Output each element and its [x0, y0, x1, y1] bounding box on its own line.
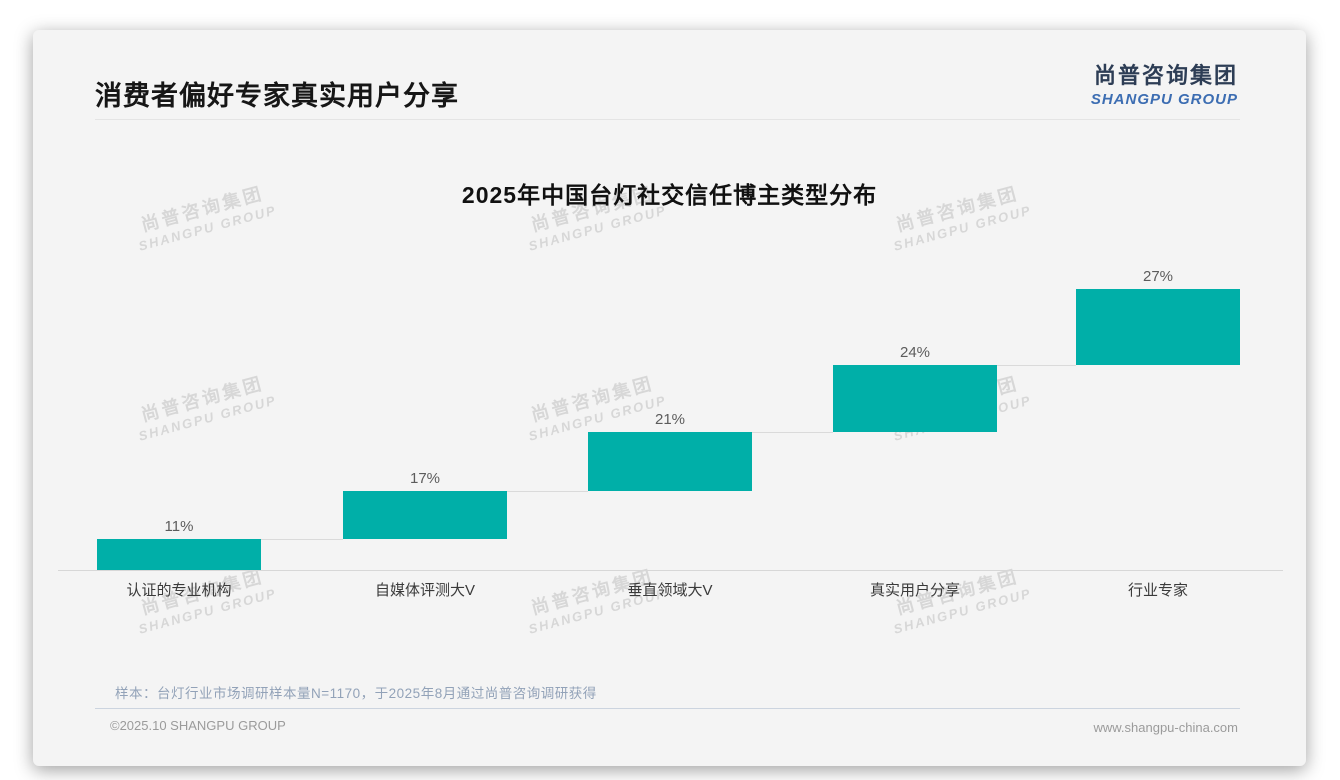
- company-logo: 尚普咨询集团 SHANGPU GROUP: [1091, 58, 1238, 108]
- x-axis-label: 真实用户分享: [869, 582, 960, 599]
- x-axis-label: 垂直领域大V: [627, 582, 713, 599]
- website-text: www.shangpu-china.com: [1093, 720, 1238, 735]
- connector-line: [507, 491, 588, 493]
- copyright-text: ©2025.10 SHANGPU GROUP: [110, 718, 286, 733]
- chart-bar: [1076, 289, 1240, 365]
- waterfall-chart: 11% 认证的专业机构 17% 自媒体评测大V 21% 垂直领域大V 24% 真实用户分享 27…: [33, 30, 1306, 766]
- connector-line: [261, 539, 343, 541]
- header-divider: [95, 119, 1240, 120]
- chart-bar: [97, 539, 261, 570]
- bar-value-label: 21%: [654, 411, 686, 429]
- logo-english-text: SHANGPU GROUP: [1090, 91, 1238, 108]
- bar-value-label: 24%: [899, 343, 931, 361]
- chart-bar: [343, 491, 507, 540]
- sample-note: 样本：台灯行业市场调研样本量N=1170，于2025年8月通过尚普咨询调研获得: [115, 686, 597, 701]
- x-axis-label: 自媒体评测大V: [374, 582, 475, 599]
- slide-card: 消费者偏好专家真实用户分享 尚普咨询集团 SHANGPU GROUP 尚普咨询集…: [33, 30, 1306, 766]
- page-title: 消费者偏好专家真实用户分享: [95, 81, 459, 111]
- logo-chinese-text: 尚普咨询集团: [1093, 63, 1238, 88]
- chart-title: 2025年中国台灯社交信任博主类型分布: [461, 182, 878, 208]
- x-axis-label: 认证的专业机构: [126, 582, 232, 599]
- connector-line: [752, 432, 833, 434]
- chart-bar: [588, 432, 752, 492]
- x-axis-label: 行业专家: [1127, 582, 1188, 599]
- footer-divider: [95, 708, 1240, 709]
- bar-value-label: 17%: [409, 470, 441, 488]
- x-axis-line: [58, 570, 1283, 571]
- connector-line: [997, 364, 1076, 366]
- chart-bar: [833, 364, 997, 433]
- bar-value-label: 11%: [164, 518, 194, 536]
- bar-value-label: 27%: [1142, 268, 1174, 285]
